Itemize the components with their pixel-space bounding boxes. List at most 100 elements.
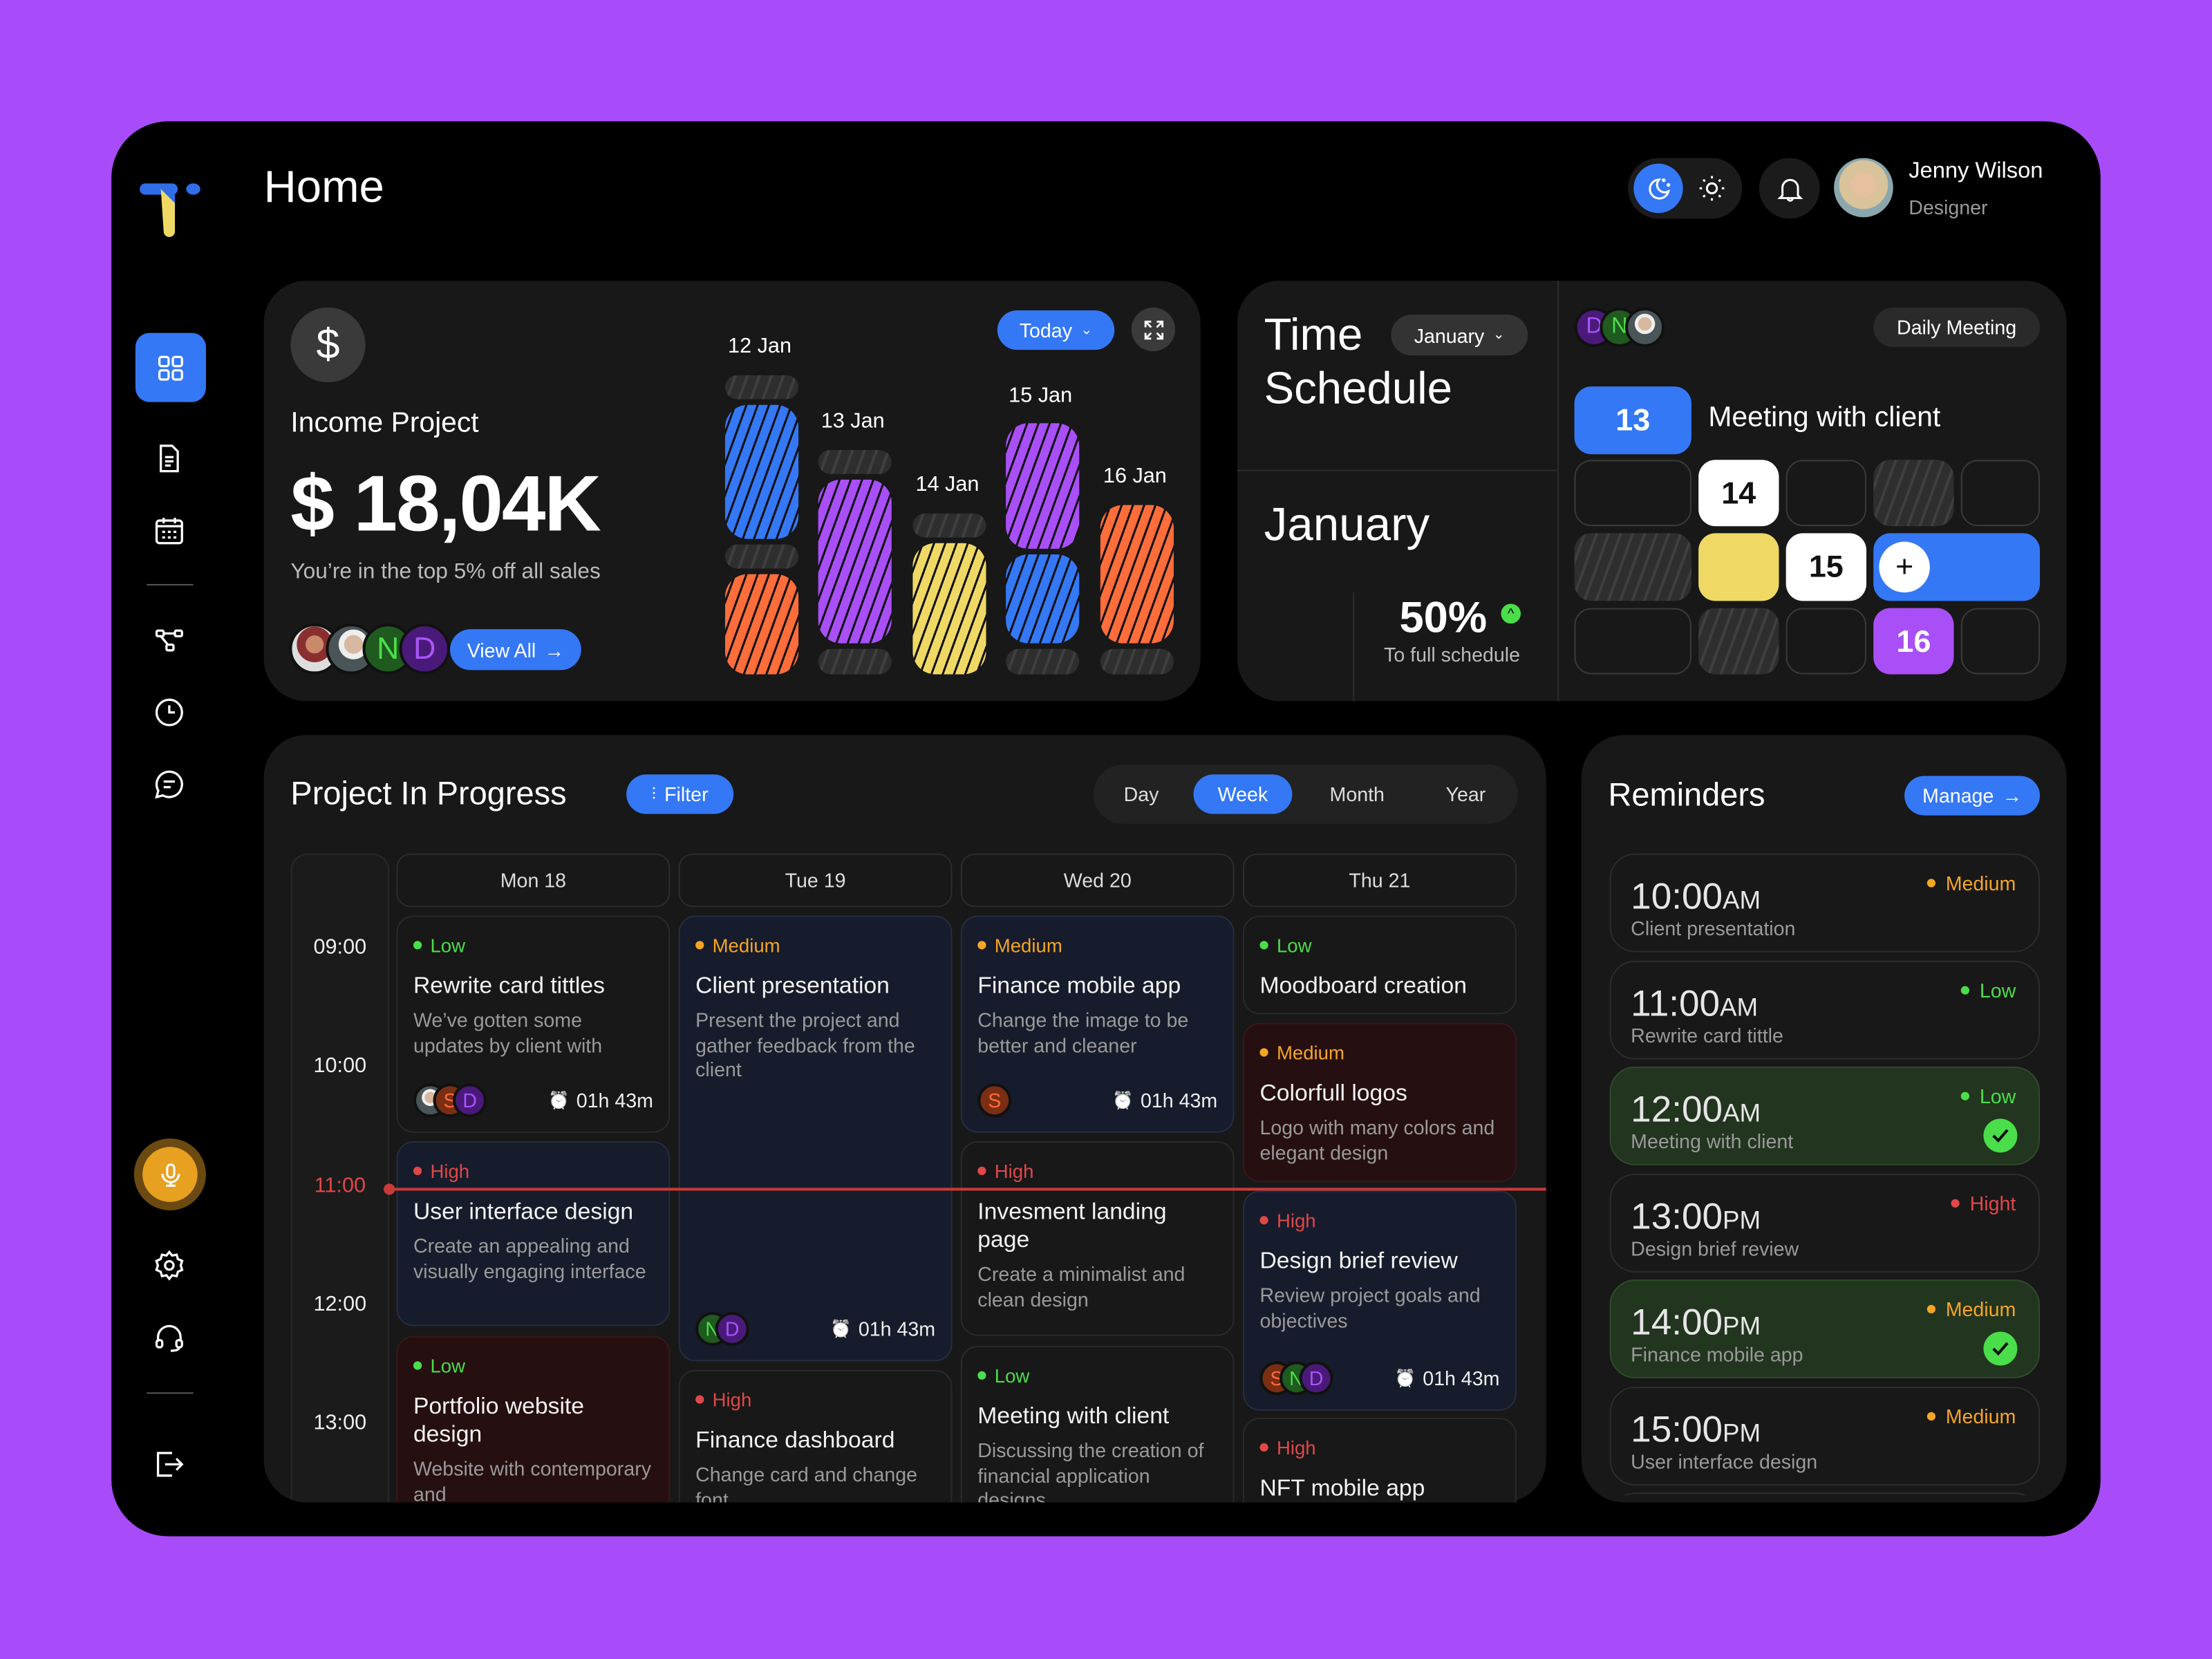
calendar-add-slot[interactable]: + bbox=[1873, 533, 2041, 601]
expand-button[interactable] bbox=[1131, 307, 1175, 352]
time-label: 12:00 bbox=[313, 1292, 367, 1317]
view-segmented-control bbox=[1093, 765, 1518, 824]
task-title: Client presentation bbox=[695, 973, 890, 999]
task-card[interactable]: Medium Finance mobile app Change the image… bbox=[960, 915, 1235, 1133]
calendar-cell[interactable] bbox=[1785, 460, 1866, 527]
sidebar-divider bbox=[147, 1392, 194, 1394]
alarm-clock-icon: ⏰ bbox=[1112, 1090, 1134, 1111]
daily-meeting-tag[interactable]: Daily Meeting bbox=[1873, 307, 2041, 348]
task-card[interactable]: Low Rewrite card tittles We’ve gotten some… bbox=[396, 915, 671, 1133]
task-card[interactable]: High NFT mobile app bbox=[1242, 1418, 1517, 1503]
priority-dot-icon bbox=[1259, 1048, 1268, 1057]
schedule-title-line2: Schedule bbox=[1264, 362, 1452, 413]
task-card[interactable]: High Design brief review Review project go… bbox=[1242, 1190, 1517, 1411]
priority-badge: Medium bbox=[977, 931, 1217, 959]
plus-icon[interactable]: + bbox=[1879, 541, 1930, 593]
avatar: N bbox=[362, 624, 413, 675]
user-avatar[interactable] bbox=[1834, 158, 1893, 218]
calendar-cell[interactable] bbox=[1960, 608, 2041, 675]
headset-icon[interactable] bbox=[152, 1320, 186, 1354]
reminder-item[interactable]: 12:00AM Meeting with client Low bbox=[1609, 1066, 2041, 1165]
task-title: Moodboard creation bbox=[1259, 973, 1467, 999]
priority-badge: High bbox=[413, 1156, 653, 1185]
reminder-time-value: 12:00 bbox=[1631, 1087, 1723, 1130]
gear-icon[interactable] bbox=[152, 1248, 186, 1282]
priority-dot-icon bbox=[1927, 1304, 1936, 1313]
task-title: Colorfull logos bbox=[1259, 1080, 1407, 1106]
calendar-day-16[interactable]: 16 bbox=[1873, 608, 1954, 675]
reminder-ampm: AM bbox=[1720, 992, 1759, 1021]
task-card[interactable]: High User interface design Create an appea… bbox=[396, 1141, 671, 1327]
task-title: Finance dashboard bbox=[695, 1427, 895, 1454]
reminder-item[interactable]: 11:00AM Rewrite card tittle Low bbox=[1609, 959, 2041, 1059]
user-role: Designer bbox=[1909, 196, 1988, 219]
microphone-icon bbox=[156, 1161, 185, 1189]
notification-bell-button[interactable] bbox=[1759, 158, 1820, 219]
moon-icon[interactable] bbox=[1633, 163, 1683, 214]
calendar-cell[interactable] bbox=[1574, 608, 1691, 675]
chat-icon[interactable] bbox=[152, 767, 186, 801]
calendar-cell[interactable] bbox=[1574, 460, 1691, 527]
task-card[interactable]: High Invesment landing page Create a minim… bbox=[960, 1141, 1235, 1336]
bar-label: 14 Jan bbox=[915, 472, 980, 497]
reminder-title: Finance mobile app bbox=[1631, 1342, 1803, 1366]
reminder-item[interactable]: 13:00PM Design brief review Hight bbox=[1609, 1172, 2041, 1272]
month-label: January bbox=[1264, 498, 1430, 550]
task-card[interactable]: Medium Client presentation Present the pro… bbox=[678, 915, 953, 1362]
logout-icon[interactable] bbox=[152, 1447, 186, 1481]
calendar-day-15[interactable]: 15 bbox=[1785, 533, 1866, 601]
task-footer: S D ⏰ 01h 43m bbox=[413, 1082, 653, 1118]
theme-toggle[interactable] bbox=[1628, 158, 1743, 219]
priority-badge: High bbox=[1259, 1433, 1499, 1461]
calendar-cell[interactable] bbox=[1960, 460, 2041, 527]
task-card[interactable]: Low Portfolio website design Website with … bbox=[396, 1335, 671, 1503]
calendar-cell-busy[interactable] bbox=[1873, 460, 1954, 527]
manage-button[interactable]: Manage → bbox=[1904, 776, 2041, 816]
task-card[interactable]: Medium Colorfull logos Logo with many colo… bbox=[1242, 1022, 1517, 1183]
calendar-day-14[interactable]: 14 bbox=[1698, 460, 1779, 527]
priority-badge: High bbox=[1259, 1206, 1499, 1235]
calendar-day-13[interactable]: 13 bbox=[1574, 386, 1691, 455]
priority-dot-icon bbox=[695, 1395, 704, 1404]
flow-icon[interactable] bbox=[152, 624, 186, 657]
check-icon[interactable] bbox=[1983, 1331, 2018, 1366]
view-week[interactable]: Week bbox=[1193, 774, 1293, 814]
bar-segment bbox=[724, 404, 799, 539]
clock-icon[interactable] bbox=[152, 695, 186, 729]
filter-button[interactable]: ⫶ Filter bbox=[626, 774, 734, 814]
chevron-down-icon: ⌄ bbox=[1080, 322, 1093, 338]
time-label: 10:00 bbox=[313, 1053, 367, 1078]
bar-label: 15 Jan bbox=[1009, 384, 1073, 408]
month-dropdown[interactable]: January ⌄ bbox=[1391, 315, 1528, 356]
time-label-current: 11:00 bbox=[314, 1173, 366, 1198]
sidebar-item-dashboard[interactable] bbox=[135, 332, 206, 402]
priority-badge: Low bbox=[977, 1361, 1217, 1389]
calendar-cell-busy[interactable] bbox=[1574, 533, 1691, 601]
reminder-ampm: AM bbox=[1722, 1098, 1761, 1127]
check-icon[interactable] bbox=[1983, 1118, 2018, 1153]
priority-badge: Low bbox=[413, 1351, 653, 1380]
priority-label: Medium bbox=[1945, 1297, 2016, 1321]
document-icon[interactable] bbox=[152, 442, 186, 476]
view-month[interactable]: Month bbox=[1329, 782, 1385, 806]
view-all-button[interactable]: View All → bbox=[450, 629, 581, 671]
task-card[interactable]: Low Meeting with client Discussing the cre… bbox=[960, 1345, 1235, 1503]
sidebar-divider bbox=[147, 583, 194, 585]
calendar-icon[interactable] bbox=[152, 514, 186, 547]
reminder-ampm: PM bbox=[1722, 1205, 1761, 1234]
task-card[interactable]: High Finance dashboard Change card and cha… bbox=[678, 1369, 953, 1503]
reminder-item[interactable]: 10:00AM Client presentation Medium bbox=[1609, 853, 2041, 953]
reminder-item[interactable]: 14:00PM Finance mobile app Medium bbox=[1609, 1280, 2041, 1378]
task-description: Review project goals and objectives bbox=[1259, 1284, 1481, 1331]
view-year[interactable]: Year bbox=[1445, 782, 1486, 806]
view-day[interactable]: Day bbox=[1123, 782, 1159, 806]
period-dropdown[interactable]: Today ⌄ bbox=[997, 310, 1115, 350]
task-card[interactable]: Low Moodboard creation bbox=[1242, 915, 1517, 1015]
microphone-button[interactable] bbox=[133, 1138, 206, 1211]
sun-icon[interactable] bbox=[1697, 174, 1727, 203]
reminder-item[interactable]: 15:00PM User interface design Medium bbox=[1609, 1386, 2041, 1485]
calendar-cell-event[interactable] bbox=[1698, 533, 1779, 601]
calendar-cell-busy[interactable] bbox=[1698, 608, 1779, 675]
reminder-item-partial[interactable] bbox=[1609, 1492, 2041, 1496]
calendar-cell[interactable] bbox=[1785, 608, 1866, 675]
